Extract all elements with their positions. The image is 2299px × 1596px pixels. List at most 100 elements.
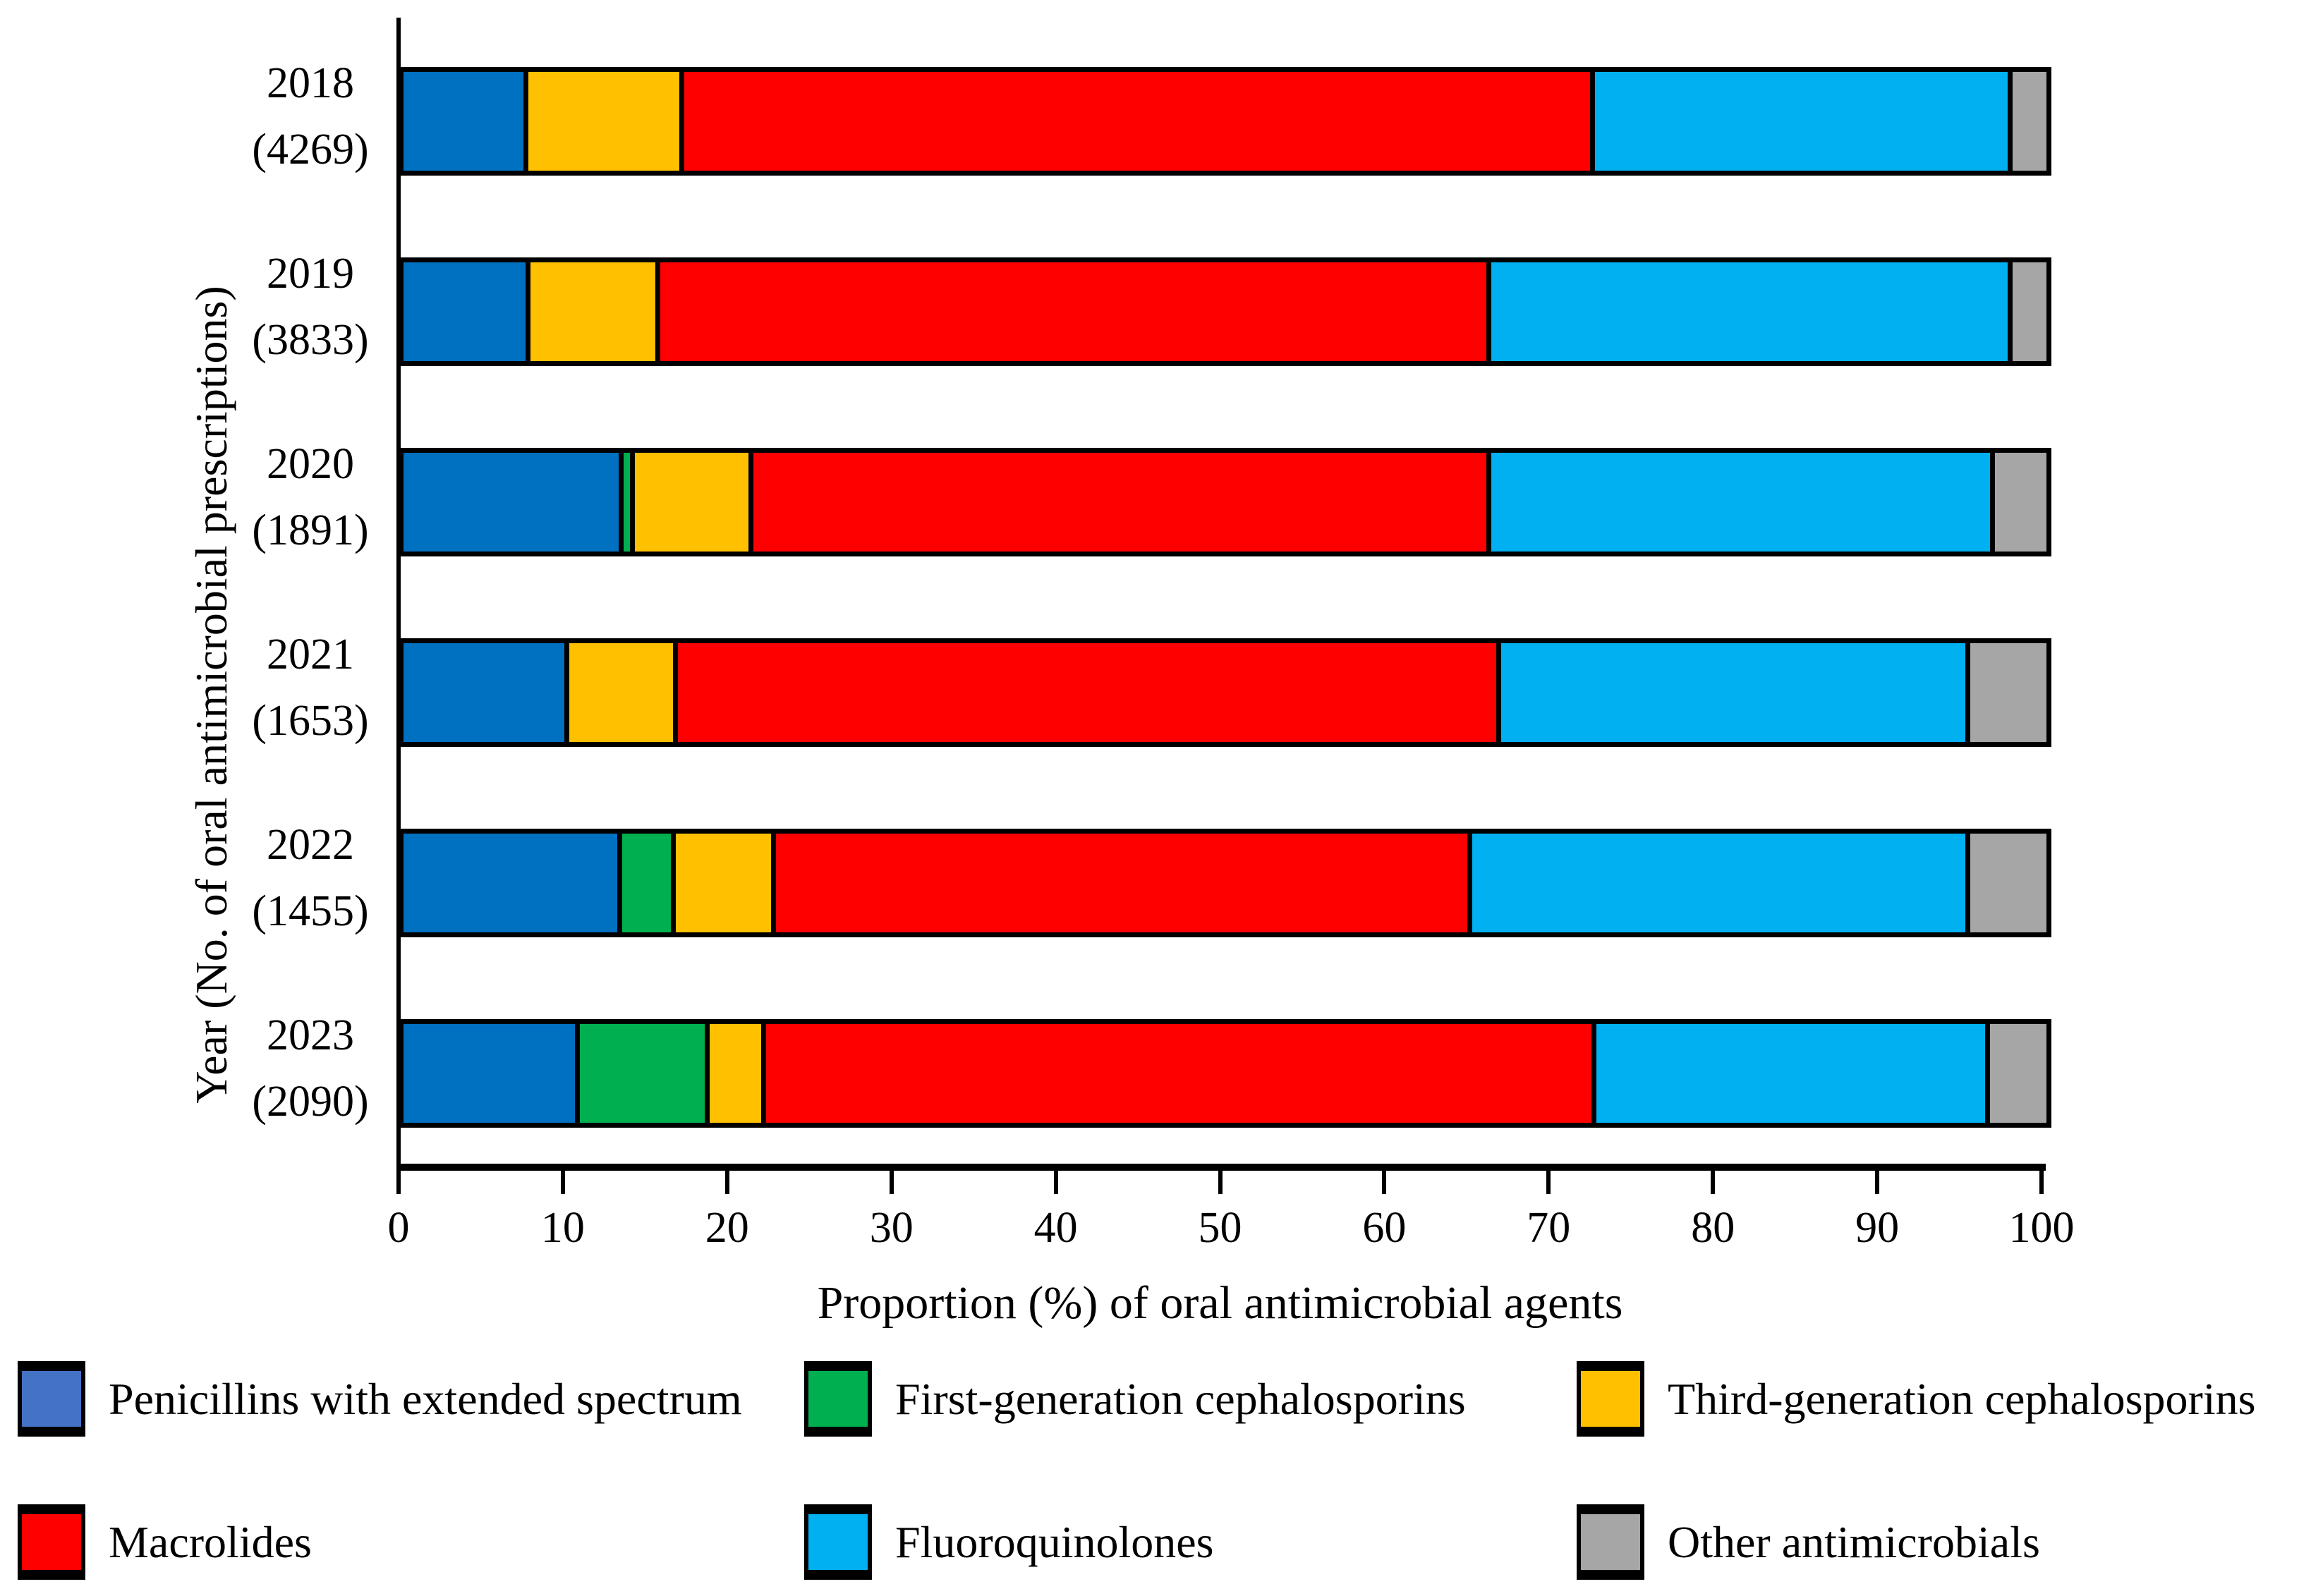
stacked-bar xyxy=(399,257,2051,366)
bar-segment xyxy=(404,72,524,171)
x-tick-mark xyxy=(560,1167,565,1194)
category-count: (1653) xyxy=(252,697,369,745)
bar-segment xyxy=(1467,834,1966,932)
x-tick-mark xyxy=(396,1167,401,1194)
legend-item: Third-generation cephalosporins xyxy=(1577,1361,2256,1437)
bar-segment xyxy=(1591,1024,1985,1123)
bar-segment xyxy=(404,834,617,932)
x-axis-title: Proportion (%) of oral antimicrobial age… xyxy=(817,1277,1623,1329)
bar-segment xyxy=(1989,453,2046,552)
x-tick-label: 40 xyxy=(1033,1204,1078,1252)
x-tick-mark xyxy=(889,1167,894,1194)
x-tick-label: 90 xyxy=(1855,1204,1900,1252)
category-label: 2022 (1455) xyxy=(205,800,416,956)
x-tick-mark xyxy=(1711,1167,1716,1194)
category-label: 2021 (1653) xyxy=(205,610,416,765)
bar-segment xyxy=(704,1024,762,1123)
category-year: 2021 xyxy=(267,631,354,678)
category-label: 2023 (2090) xyxy=(205,991,416,1146)
legend-swatch xyxy=(18,1361,85,1437)
bar-segment xyxy=(1984,1024,2046,1123)
x-tick-mark xyxy=(1546,1167,1551,1194)
bar-segment xyxy=(630,453,748,552)
x-tick-mark xyxy=(1382,1167,1387,1194)
y-axis-line xyxy=(396,18,401,1169)
legend-swatch xyxy=(804,1504,872,1580)
bar-segment xyxy=(619,453,631,552)
x-tick-label: 0 xyxy=(387,1204,410,1252)
bar-segment xyxy=(673,643,1496,742)
x-tick-label: 60 xyxy=(1362,1204,1407,1252)
bar-segment xyxy=(1965,834,2046,932)
bar-segment xyxy=(404,453,619,552)
category-label: 2019 (3833) xyxy=(205,229,416,384)
category-year: 2018 xyxy=(267,59,354,107)
legend-label: First-generation cephalosporins xyxy=(895,1373,1466,1424)
x-tick-mark xyxy=(1053,1167,1058,1194)
legend-item: Other antimicrobials xyxy=(1577,1504,2040,1580)
legend-item: Fluoroquinolones xyxy=(804,1504,1214,1580)
legend-label: Fluoroquinolones xyxy=(895,1516,1214,1567)
legend-swatch xyxy=(1577,1361,1644,1437)
legend-label: Other antimicrobials xyxy=(1668,1516,2040,1567)
category-count: (2090) xyxy=(252,1078,369,1126)
x-tick-mark xyxy=(1218,1167,1223,1194)
x-tick-label: 50 xyxy=(1198,1204,1242,1252)
bar-segment xyxy=(404,1024,576,1123)
x-tick-mark xyxy=(724,1167,729,1194)
bar-segment xyxy=(1590,72,2008,171)
x-tick-label: 20 xyxy=(705,1204,749,1252)
bar-segment xyxy=(617,834,671,932)
bar-segment xyxy=(525,262,655,361)
bar-segment xyxy=(1496,643,1965,742)
bar-segment xyxy=(564,643,674,742)
x-tick-label: 100 xyxy=(2008,1204,2075,1252)
bar-segment xyxy=(404,262,526,361)
bar-segment xyxy=(770,834,1467,932)
stacked-bar xyxy=(399,67,2051,176)
x-tick-mark xyxy=(1875,1167,1880,1194)
x-tick-label: 10 xyxy=(540,1204,585,1252)
legend-swatch xyxy=(18,1504,85,1580)
category-year: 2019 xyxy=(267,250,354,298)
legend-label: Macrolides xyxy=(109,1516,312,1567)
bar-segment xyxy=(2007,72,2047,171)
x-tick-label: 70 xyxy=(1527,1204,1571,1252)
legend-swatch xyxy=(804,1361,872,1437)
legend-label: Penicillins with extended spectrum xyxy=(109,1373,742,1424)
category-year: 2020 xyxy=(267,440,354,488)
category-label: 2018 (4269) xyxy=(205,39,416,194)
bar-segment xyxy=(523,72,680,171)
x-tick-mark xyxy=(2039,1167,2044,1194)
bar-segment xyxy=(575,1024,705,1123)
legend-item: First-generation cephalosporins xyxy=(804,1361,1466,1437)
bar-segment xyxy=(1965,643,2046,742)
bar-segment xyxy=(748,453,1487,552)
stacked-bar xyxy=(399,638,2051,747)
x-tick-label: 80 xyxy=(1691,1204,1735,1252)
category-year: 2022 xyxy=(267,821,354,869)
legend-label: Third-generation cephalosporins xyxy=(1668,1373,2256,1424)
stacked-bar xyxy=(399,1019,2051,1128)
bar-segment xyxy=(670,834,771,932)
bar-segment xyxy=(761,1024,1592,1123)
legend-swatch xyxy=(1577,1504,1644,1580)
category-label: 2020 (1891) xyxy=(205,420,416,575)
bar-segment xyxy=(2007,262,2046,361)
bar-segment xyxy=(679,72,1591,171)
stacked-bar xyxy=(399,448,2051,556)
bar-segment xyxy=(655,262,1486,361)
bar-segment xyxy=(1486,262,2008,361)
category-year: 2023 xyxy=(267,1011,354,1059)
category-count: (1455) xyxy=(252,887,369,935)
x-tick-label: 30 xyxy=(869,1204,914,1252)
legend-item: Macrolides xyxy=(18,1504,312,1580)
bar-segment xyxy=(1486,453,1990,552)
category-count: (4269) xyxy=(252,126,369,173)
category-count: (1891) xyxy=(252,506,369,554)
stacked-bar xyxy=(399,829,2051,937)
legend-item: Penicillins with extended spectrum xyxy=(18,1361,742,1437)
category-count: (3833) xyxy=(252,316,369,364)
bar-segment xyxy=(404,643,564,742)
